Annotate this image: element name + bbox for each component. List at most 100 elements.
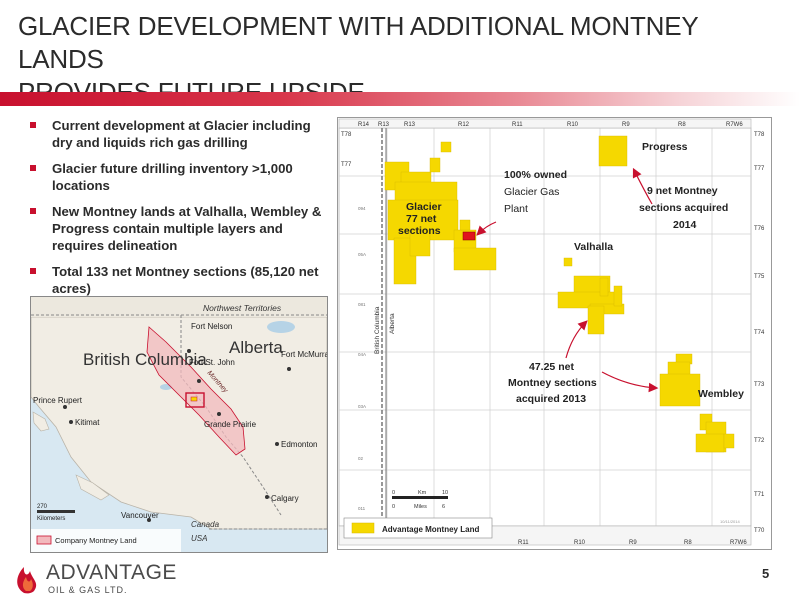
map-legend-text: Advantage Montney Land [382,525,479,534]
township-label: T75 [754,274,765,280]
range-label: R14 [358,122,370,128]
township-small-label: 05A [358,252,366,257]
inset-legend-box [31,529,181,552]
valhalla-arrow [565,320,588,359]
label-glacier-sections: 77 net [406,213,437,225]
label-canada: Canada [191,520,220,529]
label-fort-nelson: Fort Nelson [191,322,232,331]
map-date: 10/11/2014 [720,519,740,524]
bullet-text: Current development at Glacier including… [52,118,311,150]
label-bc-border: British Columbia [374,306,381,354]
bullet-list: Current development at Glacier including… [28,117,328,306]
township-label: T71 [754,492,765,498]
township-label: T72 [754,438,765,444]
township-label: T76 [754,226,765,232]
township-label-left: T77 [341,162,352,168]
map-legend-box [343,517,493,539]
plant-arrow [476,221,497,236]
label-alberta: Alberta [229,338,283,357]
gas-plant-marker [462,231,476,241]
page-number: 5 [762,566,770,581]
label-progress-note-1: 9 net Montney [647,185,718,197]
bullet-item: Glacier future drilling inventory >1,000… [28,160,328,194]
logo-subtitle: OIL & GAS LTD. [48,585,128,595]
inset-scale-bar [37,510,75,513]
range-label: R9 [629,540,637,546]
scale-zero-mi: 0 [392,504,395,510]
flame-logo-icon [17,567,37,594]
inset-scale-unit: Kilometers [37,516,65,522]
label-plant-3: Plant [504,203,528,215]
label-prince-rupert: Prince Rupert [33,396,83,405]
land-map-graphic: R14 R13 R13 R12 R11 R10 R9 R8 R7W6 R11 R… [338,118,765,546]
label-fort-mcmurray: Fort McMurray [281,350,327,359]
label-ab-border: Alberta [389,313,396,334]
range-label: R10 [574,540,586,546]
inset-scale-value: 270 [37,504,48,510]
label-kitimat: Kitimat [75,418,100,427]
label-northwest-territories: Northwest Territories [203,303,282,313]
inset-map-graphic: Northwest Territories Fort Nelson Britis… [31,297,327,552]
bullet-text: Total 133 net Montney sections (85,120 n… [52,264,319,296]
glacier-land [384,141,497,285]
range-label: R7W6 [730,540,747,546]
progress-land [598,135,628,167]
label-acquired-1: 47.25 net [529,361,574,373]
scale-km-unit: Km [418,490,427,496]
township-label: T78 [754,132,765,138]
label-glacier-sections-2: sections [398,225,441,237]
range-label: R8 [684,540,692,546]
bullet-item: Total 133 net Montney sections (85,120 n… [28,263,328,297]
range-label: R8 [678,122,686,128]
label-valhalla: Valhalla [574,241,613,253]
township-label-left: T78 [341,132,352,138]
map-scale-bar: 0 Km 10 0 Miles 6 [392,490,448,510]
progress-arrow [632,167,653,205]
bullet-item: Current development at Glacier including… [28,117,328,151]
label-acquired-2: Montney sections [508,377,597,389]
label-fort-st-john: Fort St. John [189,358,235,367]
label-calgary: Calgary [271,494,299,503]
inset-legend-text: Company Montney Land [55,536,137,545]
bullet-item: New Montney lands at Valhalla, Wembley &… [28,203,328,254]
range-label: R13 [378,122,390,128]
map-legend-swatch [351,522,375,534]
township-small-label: 04A [358,352,366,357]
township-small-label: 03A [358,404,366,409]
township-label: T70 [754,528,765,534]
scale-mi-unit: Miles [414,504,427,510]
bullet-square-icon [30,268,36,274]
range-label: R11 [518,540,529,546]
township-label: T73 [754,382,765,388]
company-logo: ADVANTAGE OIL & GAS LTD. [10,557,180,597]
label-progress-note-3: 2014 [673,219,697,231]
label-vancouver: Vancouver [121,511,159,520]
label-acquired-3: acquired 2013 [516,393,586,405]
valhalla-land [557,257,625,335]
title-accent-bar [0,92,800,106]
township-small-label: 02 [358,456,364,461]
range-label: R12 [458,122,470,128]
scale-zero-km: 0 [392,490,395,496]
scale-km-value: 10 [442,490,448,496]
title-line-1: GLACIER DEVELOPMENT WITH ADDITIONAL MONT… [18,11,699,74]
township-small-label: 081 [358,302,366,307]
regional-inset-map: Northwest Territories Fort Nelson Britis… [30,296,328,553]
township-small-label: 011 [358,506,366,511]
wembley-land [659,353,735,453]
range-label: R7W6 [726,122,743,128]
bullet-text: Glacier future drilling inventory >1,000… [52,161,293,193]
township-label: T77 [754,166,765,172]
range-label: R13 [404,122,416,128]
range-label: R11 [512,122,523,128]
label-progress: Progress [642,141,688,153]
township-label: T74 [754,330,765,336]
bullet-square-icon [30,208,36,214]
inset-legend-swatch [36,535,52,545]
bullet-text: New Montney lands at Valhalla, Wembley &… [52,204,322,253]
label-grande-prairie: Grande Prairie [204,420,257,429]
range-label: R10 [567,122,579,128]
label-glacier: Glacier [406,201,442,213]
label-plant-1: 100% owned [504,169,567,181]
label-progress-note-2: sections acquired [639,202,728,214]
